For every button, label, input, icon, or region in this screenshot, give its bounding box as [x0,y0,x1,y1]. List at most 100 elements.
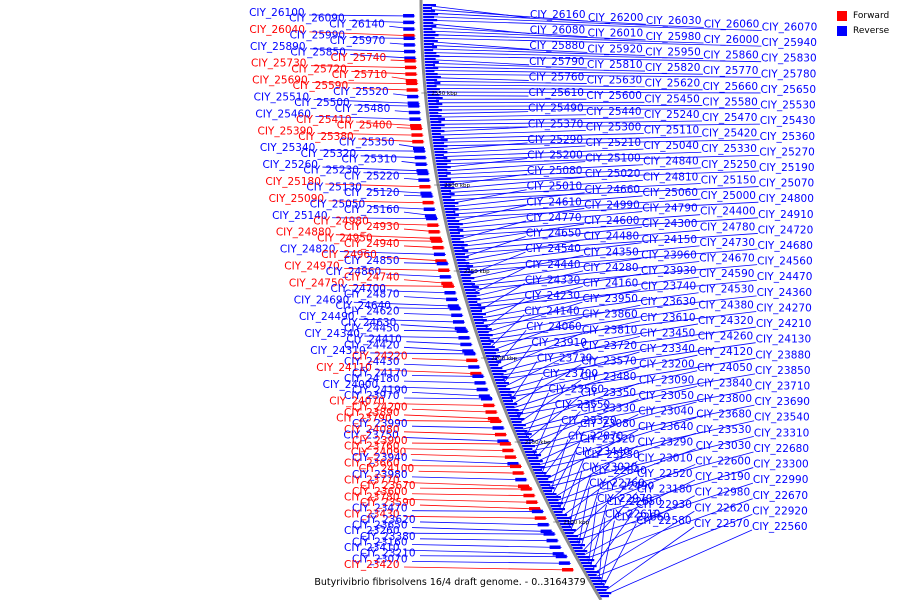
gene-label: CIY_23710 [755,381,811,393]
gene-connector [545,429,639,480]
gene-label: CIY_22580 [636,515,692,527]
gene-connector [436,101,645,104]
reverse-gene-feature [489,364,499,367]
gene-connector [310,65,417,69]
forward-gene-feature [490,419,502,424]
reverse-gene-feature [445,211,456,214]
gene-connector [463,236,526,258]
reverse-gene-feature [423,40,438,43]
gene-label: CIY_23520 [580,434,636,446]
gene-connector [437,111,529,114]
gene-label: CIY_23210 [360,548,416,560]
gene-connector [607,529,753,595]
gene-label: CIY_24130 [756,334,812,346]
gene-connector [588,501,598,562]
reverse-gene-feature [429,115,442,118]
gene-connector [510,361,538,401]
gene-connector [543,426,581,476]
gene-label: CIY_24820 [280,244,336,256]
gene-connector [584,495,695,555]
gene-label: CIY_23860 [582,309,638,321]
reverse-gene-feature [458,265,474,268]
gene-features [403,4,612,598]
gene-label: CIY_25470 [702,112,758,124]
reverse-gene-feature [455,253,466,256]
gene-label: CIY_24860 [326,266,382,278]
gene-connector [568,470,583,526]
reverse-gene-feature [403,36,415,41]
gene-label: CIY_23070 [352,553,408,565]
gene-connector [572,476,638,534]
gene-connector [532,404,755,451]
gene-connector [403,437,510,442]
reverse-gene-feature [531,509,543,514]
reverse-gene-feature [481,343,491,346]
gene-connector [448,173,528,186]
reverse-gene-feature [464,289,476,292]
reverse-gene-feature [424,58,436,61]
reverse-color-swatch [837,25,847,36]
gene-connector [435,91,761,94]
reverse-gene-feature [514,427,524,430]
reverse-gene-feature [527,457,539,460]
gene-connector [453,198,701,215]
gene-label: CIY_23570 [581,356,637,368]
reverse-gene-feature [449,232,460,235]
gene-label: CIY_24440 [525,259,581,271]
gene-label: CIY_22840 [591,465,647,477]
gene-label: CIY_25940 [761,37,817,49]
gene-connector [450,183,701,197]
gene-label: CIY_24650 [526,228,582,240]
gene-connector [552,442,581,494]
gene-label: CIY_23030 [696,440,752,452]
gene-label: CIY_25350 [339,137,395,149]
reverse-gene-feature [425,67,439,70]
reverse-gene-feature [600,595,610,598]
gene-connector [389,403,496,407]
reverse-gene-feature [501,397,516,400]
gene-label: CIY_23960 [641,249,697,261]
gene-label: CIY_23930 [641,265,697,277]
gene-connector [486,301,583,333]
reverse-gene-feature [531,466,545,469]
reverse-gene-feature [446,217,456,220]
reverse-gene-feature [433,145,448,148]
reverse-gene-feature [500,394,512,397]
gene-label: CIY_25970 [330,35,386,47]
gene-label: CIY_24320 [698,315,754,327]
gene-connector [475,273,642,301]
reverse-gene-feature [507,412,523,415]
gene-connector [432,48,646,56]
reverse-gene-feature [427,91,437,94]
gene-label: CIY_25520 [333,86,389,98]
reverse-gene-feature [482,346,495,349]
gene-connector [438,120,702,125]
reverse-gene-feature [407,101,419,105]
forward-gene-feature [534,516,546,520]
reverse-gene-feature [418,178,430,182]
gene-connector [482,292,699,322]
reverse-gene-feature [425,70,435,73]
gene-connector [524,389,755,434]
forward-gene-feature [405,72,417,76]
reverse-gene-feature [596,589,607,592]
gene-label: CIY_23610 [640,312,696,324]
gene-connector [535,411,581,459]
reverse-gene-feature [408,110,420,115]
gene-connector [525,392,549,437]
gene-connector [446,167,702,179]
gene-label: CIY_25440 [586,106,642,118]
gene-connector [453,195,643,211]
gene-label: CIY_24780 [700,221,756,233]
reverse-gene-feature [452,241,465,244]
gene-connector [459,220,527,240]
gene-label: CIY_23350 [581,387,637,399]
gene-label: CIY_26010 [588,28,644,40]
reverse-gene-feature [492,426,504,430]
reverse-gene-feature [532,469,542,472]
gene-connector [353,301,460,307]
reverse-gene-feature [430,121,442,124]
reverse-gene-feature [456,259,466,262]
forward-gene-feature [410,124,422,128]
gene-label: CIY_24620 [344,306,400,318]
